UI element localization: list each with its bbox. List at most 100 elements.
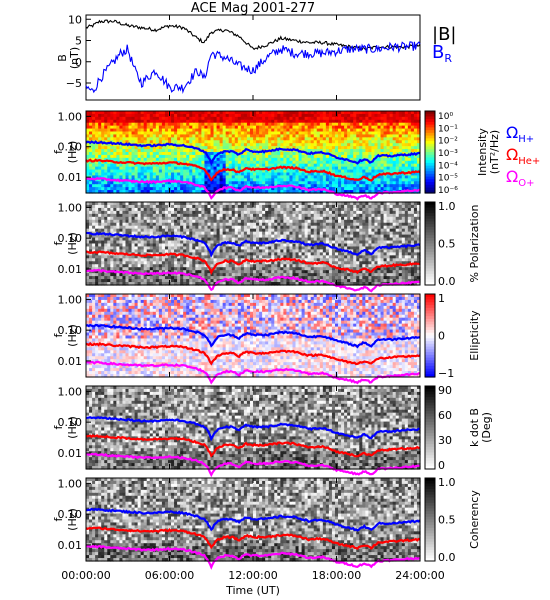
colorbar: 1.0 0.5 0.0 % Polarization (424, 200, 481, 288)
colorbar-label: k dot B (468, 408, 481, 447)
freq-ytick-label: 0.10 (58, 324, 83, 337)
colorbar-tick-label: 10⁰ (438, 112, 453, 122)
gyro-line-o (85, 544, 421, 570)
bfield-ytick-label: 5 (75, 35, 82, 48)
colorbar-label: % Polarization (468, 205, 481, 283)
freq-ylabel-unit: (Hz) (66, 232, 79, 255)
legend-br: BR (432, 42, 452, 65)
colorbar-tick-label: 0.0 (438, 275, 456, 288)
freq-ytick-label: 0.01 (58, 539, 83, 552)
colorbar-tick-label: 10⁻² (438, 137, 458, 147)
colorbar-tick-label: 1 (438, 292, 445, 305)
colorbar-tick-label: 0.0 (438, 551, 456, 564)
gyro-line-h (85, 140, 421, 167)
colorbar-tick-label: 10⁻⁴ (438, 161, 458, 171)
freq-ytick-label: 1.00 (58, 385, 83, 398)
freq-ytick-label: 0.10 (58, 508, 83, 521)
colorbar-tick-label: 10⁻⁵ (438, 174, 458, 184)
gyro-line-he (85, 341, 421, 366)
colorbar-frame (424, 293, 436, 378)
freq-ylabel: f (52, 332, 65, 337)
colorbar-tick-label: 10⁻¹ (438, 124, 458, 134)
colorbar: 10⁰ 10⁻¹ 10⁻² 10⁻³ 10⁻⁴ 10⁻⁵ 10⁻⁶ Intensity (nT²… (424, 110, 501, 196)
gyro-line-h (86, 231, 421, 258)
freq-ylabel-unit: (Hz) (66, 324, 79, 347)
colorbar-tick-label: 0.5 (438, 238, 456, 251)
colorbar-frame (424, 385, 436, 470)
series-line-bmag (85, 19, 421, 51)
freq-ytick-label: 0.10 (58, 232, 83, 245)
colorbar-label: Intensity (476, 128, 489, 176)
freq-ylabel: f (52, 424, 65, 429)
gyro-line-o (85, 360, 421, 385)
series-line-br (85, 41, 421, 94)
freq-ytick-label: 1.00 (58, 293, 83, 306)
bfield-ylabel-unit: (nT) (68, 47, 81, 69)
xtick-label: 06:00:00 (145, 569, 194, 582)
freq-ytick-label: 1.00 (58, 201, 83, 214)
gyro-line-h (85, 507, 421, 532)
colorbar-tick-label: 10⁻³ (438, 149, 458, 159)
freq-ytick-label: 0.10 (58, 141, 83, 154)
freq-ylabel-unit: (Hz) (66, 141, 79, 164)
gyro-line-he (85, 158, 421, 182)
legend-gyro: ΩO+ (506, 167, 534, 189)
freq-ytick-label: 0.10 (58, 416, 83, 429)
colorbar-tick-label: 10⁻⁶ (438, 186, 458, 196)
xaxis-label: Time (UT) (225, 584, 280, 597)
bfield-ylabel: B (56, 54, 69, 62)
xtick-label: 12:00:00 (228, 569, 277, 582)
gyro-line-h (85, 323, 421, 349)
xtick-label: 18:00:00 (312, 569, 361, 582)
freq-ytick-label: 1.00 (58, 110, 83, 123)
colorbar-tick-label: −1 (438, 367, 454, 380)
panel-intensity: 1.00 0.10 0.01 f (Hz) 10⁰ 10⁻¹ 10⁻² 10⁻³ 10⁻⁴ 10⁻⁵… (52, 110, 540, 201)
chart-title: ACE Mag 2001-277 (191, 1, 315, 16)
colorbar: 1.0 0.5 0.0 Coherency (424, 476, 481, 564)
gyro-line-he (85, 250, 421, 276)
gyro-line-o (85, 452, 421, 478)
panel-polarization: 1.00 0.10 0.01 f (Hz) 1.0 0.5 0.0 % Polarization (52, 200, 481, 293)
colorbar-label: Coherency (468, 490, 481, 549)
panel-ellipticity: 1.00 0.10 0.01 f (Hz) 1 0 −1 Ellipticity (52, 292, 481, 385)
freq-ytick-label: 1.00 (58, 477, 83, 490)
colorbar-frame (424, 477, 436, 562)
colorbar-tick-label: 90 (438, 384, 452, 397)
colorbar-label-unit: (Deg) (480, 412, 493, 443)
colorbar-tick-label: 1.0 (438, 476, 456, 489)
freq-ylabel-unit: (Hz) (66, 508, 79, 531)
bfield-ytick-label: 10 (68, 13, 82, 26)
colorbar-tick-label: 60 (438, 409, 452, 422)
bfield-frame (85, 14, 421, 101)
colorbar-frame (424, 201, 436, 286)
colorbar-tick-label: 1.0 (438, 200, 456, 213)
colorbar: 1 0 −1 Ellipticity (424, 292, 481, 380)
colorbar-tick-label: 0 (438, 330, 445, 343)
gyro-line-o (85, 176, 421, 201)
legend-gyro: ΩHe+ (506, 145, 540, 167)
gyro-line-he (85, 434, 421, 458)
freq-ylabel: f (52, 149, 65, 154)
legend-gyro: ΩH+ (506, 123, 534, 145)
freq-ylabel: f (52, 240, 65, 245)
panel-kdotb: 1.00 0.10 0.01 f (Hz) 90 60 30 0 k dot B (Deg) (52, 384, 493, 478)
colorbar-tick-label: 0.5 (438, 514, 456, 527)
colorbar-label-unit: (nT²/Hz) (488, 130, 501, 174)
freq-ytick-label: 0.01 (58, 171, 83, 184)
xtick-label: 00:00:00 (61, 569, 110, 582)
freq-ytick-label: 0.01 (58, 263, 83, 276)
legend-bmag: |B| (432, 24, 456, 45)
freq-ylabel: f (52, 516, 65, 521)
colorbar: 90 60 30 0 k dot B (Deg) (424, 384, 493, 472)
gyro-line-h (85, 416, 421, 442)
panel-coherency: 1.00 0.10 0.01 f (Hz) 1.0 0.5 0.0 Coherency (52, 476, 481, 570)
xtick-label: 24:00:00 (395, 569, 444, 582)
colorbar-tick-label: 0 (438, 459, 445, 472)
colorbar-frame (424, 110, 436, 194)
gyro-line-he (85, 526, 421, 550)
bfield-ytick-label: 0 (75, 56, 82, 69)
bfield-ytick-label: −5 (66, 77, 82, 90)
colorbar-tick-label: 30 (438, 434, 452, 447)
freq-ylabel-unit: (Hz) (66, 416, 79, 439)
